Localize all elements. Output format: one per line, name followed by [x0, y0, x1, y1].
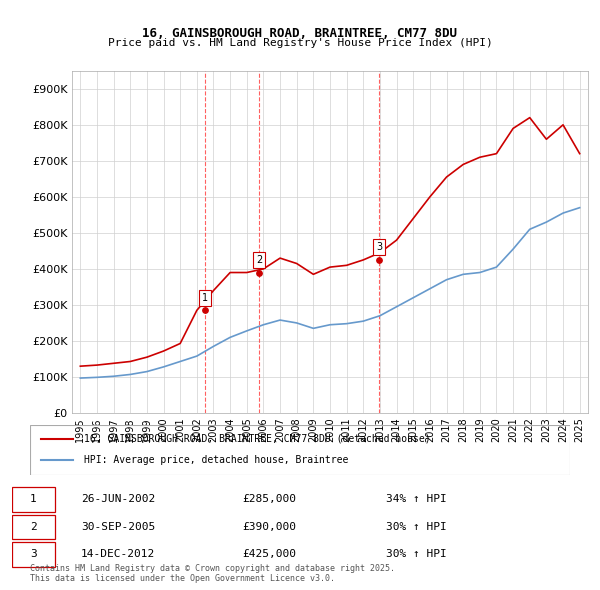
Text: 3: 3: [30, 549, 37, 559]
FancyBboxPatch shape: [12, 487, 55, 512]
Text: 34% ↑ HPI: 34% ↑ HPI: [386, 494, 447, 504]
Text: Price paid vs. HM Land Registry's House Price Index (HPI): Price paid vs. HM Land Registry's House …: [107, 38, 493, 48]
Text: £390,000: £390,000: [242, 522, 296, 532]
Text: Contains HM Land Registry data © Crown copyright and database right 2025.
This d: Contains HM Land Registry data © Crown c…: [30, 563, 395, 583]
Point: [374, 255, 384, 265]
Text: 1: 1: [30, 494, 37, 504]
Text: £425,000: £425,000: [242, 549, 296, 559]
Text: 2: 2: [30, 522, 37, 532]
Text: HPI: Average price, detached house, Braintree: HPI: Average price, detached house, Brai…: [84, 455, 349, 465]
Point: [254, 268, 264, 277]
Text: 2: 2: [256, 255, 262, 265]
Text: 30% ↑ HPI: 30% ↑ HPI: [386, 522, 447, 532]
Text: 16, GAINSBOROUGH ROAD, BRAINTREE, CM77 8DU: 16, GAINSBOROUGH ROAD, BRAINTREE, CM77 8…: [143, 27, 458, 40]
FancyBboxPatch shape: [12, 514, 55, 539]
Text: 1: 1: [202, 293, 208, 303]
Text: 30% ↑ HPI: 30% ↑ HPI: [386, 549, 447, 559]
Text: 3: 3: [376, 242, 382, 253]
Text: 30-SEP-2005: 30-SEP-2005: [81, 522, 155, 532]
Text: 14-DEC-2012: 14-DEC-2012: [81, 549, 155, 559]
Text: £285,000: £285,000: [242, 494, 296, 504]
FancyBboxPatch shape: [12, 542, 55, 567]
Point: [200, 306, 210, 315]
Text: 16, GAINSBOROUGH ROAD, BRAINTREE, CM77 8DU (detached house): 16, GAINSBOROUGH ROAD, BRAINTREE, CM77 8…: [84, 434, 431, 444]
Text: 26-JUN-2002: 26-JUN-2002: [81, 494, 155, 504]
